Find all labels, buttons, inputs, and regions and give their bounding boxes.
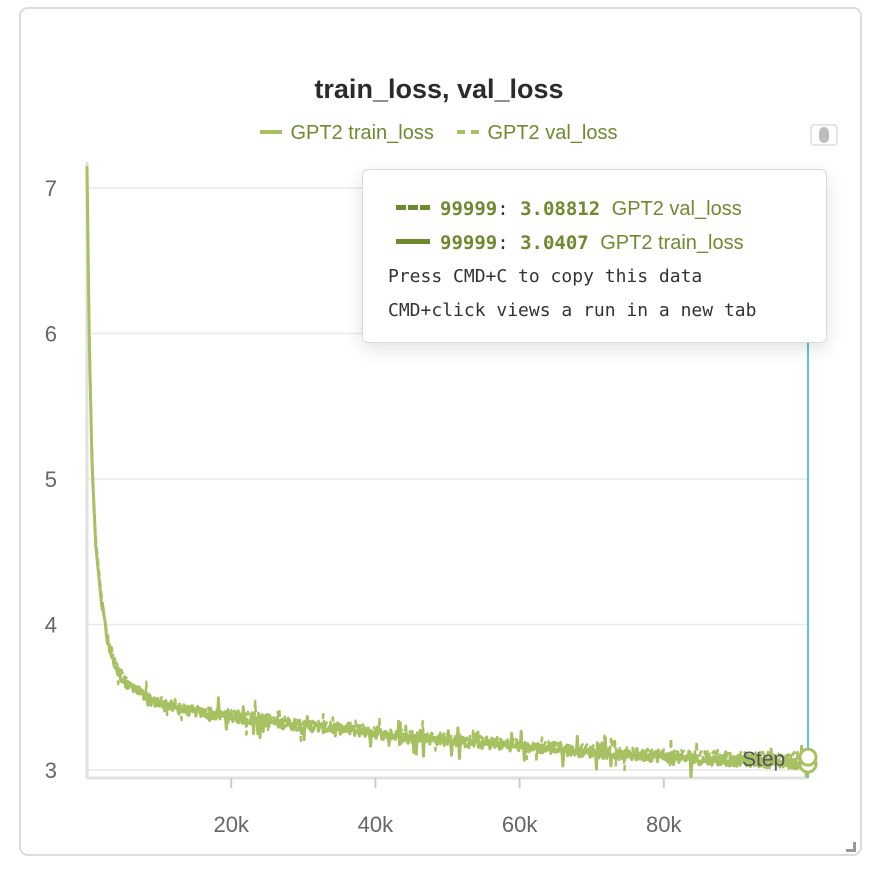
legend-label-val: GPT2 val_loss — [487, 122, 618, 144]
series-line-val-loss — [85, 173, 810, 772]
tooltip-swatch-dashed — [396, 205, 430, 210]
legend-item-val[interactable]: GPT2 val_loss — [457, 122, 618, 145]
chart-title: train_loss, val_loss — [314, 74, 564, 104]
legend-label-train: GPT2 train_loss — [290, 122, 434, 144]
resize-handle-icon[interactable] — [846, 842, 856, 852]
x-tick-label: 60k — [502, 812, 538, 837]
tooltip-series-name: GPT2 train_loss — [600, 232, 744, 254]
tooltip-step: 99999 — [440, 232, 498, 254]
chart-panel — [19, 7, 862, 856]
tooltip-row-train: 99999: 3.0407 GPT2 train_loss — [388, 226, 826, 260]
legend-swatch-dashed — [457, 129, 480, 134]
hover-tooltip: 99999: 3.08812 GPT2 val_loss 99999: 3.04… — [362, 169, 827, 343]
tooltip-sep: : — [497, 232, 509, 254]
x-axis-label: Step — [742, 748, 786, 771]
legend-swatch-solid — [260, 129, 283, 134]
tooltip-hint-copy: Press CMD+C to copy this data — [388, 266, 703, 287]
x-tick-label: 40k — [358, 812, 394, 837]
tooltip-sep: : — [497, 198, 509, 220]
tooltip-swatch-solid — [396, 239, 430, 244]
y-tick-label: 4 — [45, 613, 57, 638]
legend-item-train[interactable]: GPT2 train_loss — [260, 122, 434, 145]
y-tick-label: 6 — [45, 322, 57, 347]
tooltip-hint-click: CMD+click views a run in a new tab — [388, 300, 757, 321]
tooltip-step: 99999 — [440, 198, 498, 220]
chart-legend: GPT2 train_loss GPT2 val_loss — [0, 122, 878, 145]
y-tick-label: 3 — [45, 758, 57, 783]
x-tick-label: 80k — [646, 812, 682, 837]
y-tick-label: 5 — [45, 467, 57, 492]
tooltip-series-name: GPT2 val_loss — [611, 198, 742, 220]
y-tick-label: 7 — [45, 176, 57, 201]
panel-menu-icon[interactable] — [810, 124, 838, 146]
tooltip-row-val: 99999: 3.08812 GPT2 val_loss — [388, 192, 826, 226]
x-tick-label: 20k — [213, 812, 249, 837]
hover-point-val — [798, 747, 818, 767]
tooltip-value: 3.0407 — [520, 232, 589, 254]
tooltip-value: 3.08812 — [520, 198, 601, 220]
